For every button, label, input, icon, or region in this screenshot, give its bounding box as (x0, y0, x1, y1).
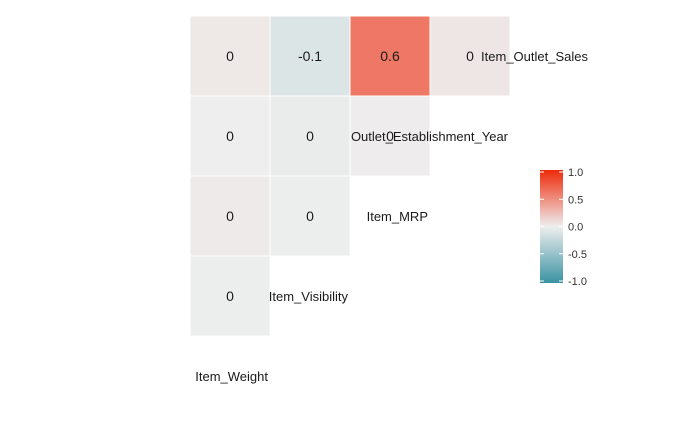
cell-value-label: 0 (466, 48, 474, 64)
cell-value-label: -0.1 (298, 48, 322, 64)
cell-value-label: 0 (386, 128, 394, 144)
cell-value-label: 0.6 (380, 48, 400, 64)
legend-tick-label: 1.0 (568, 167, 583, 179)
heatmap-cell (349, 15, 431, 97)
legend-tick-label: -0.5 (568, 249, 587, 261)
cell-value-label: 0 (226, 208, 234, 224)
variable-label: Item_Weight (195, 369, 268, 384)
cell-value-label: 0 (306, 128, 314, 144)
cell-value-label: 0 (226, 128, 234, 144)
variable-label: Item_Visibility (269, 289, 349, 304)
legend-colorbar (540, 170, 563, 283)
legend-tick-label: 0.0 (568, 222, 583, 234)
heatmap-cell (189, 175, 271, 257)
heatmap-cell (269, 15, 351, 97)
heatmap-cell (189, 15, 271, 97)
variable-label: Outlet_Establishment_Year (351, 129, 509, 144)
heatmap-cell (269, 175, 351, 257)
cell-value-label: 0 (226, 48, 234, 64)
heatmap-cell (269, 95, 351, 177)
variable-label: Item_MRP (367, 209, 428, 224)
variable-label: Item_Outlet_Sales (481, 49, 588, 64)
legend-tick-label: -1.0 (568, 276, 587, 288)
heatmap-cell (349, 95, 431, 177)
cell-value-label: 0 (226, 288, 234, 304)
legend-tick-label: 0.5 (568, 194, 583, 206)
heatmap-cell (189, 255, 271, 337)
heatmap-cell (429, 15, 511, 97)
cell-value-label: 0 (306, 208, 314, 224)
